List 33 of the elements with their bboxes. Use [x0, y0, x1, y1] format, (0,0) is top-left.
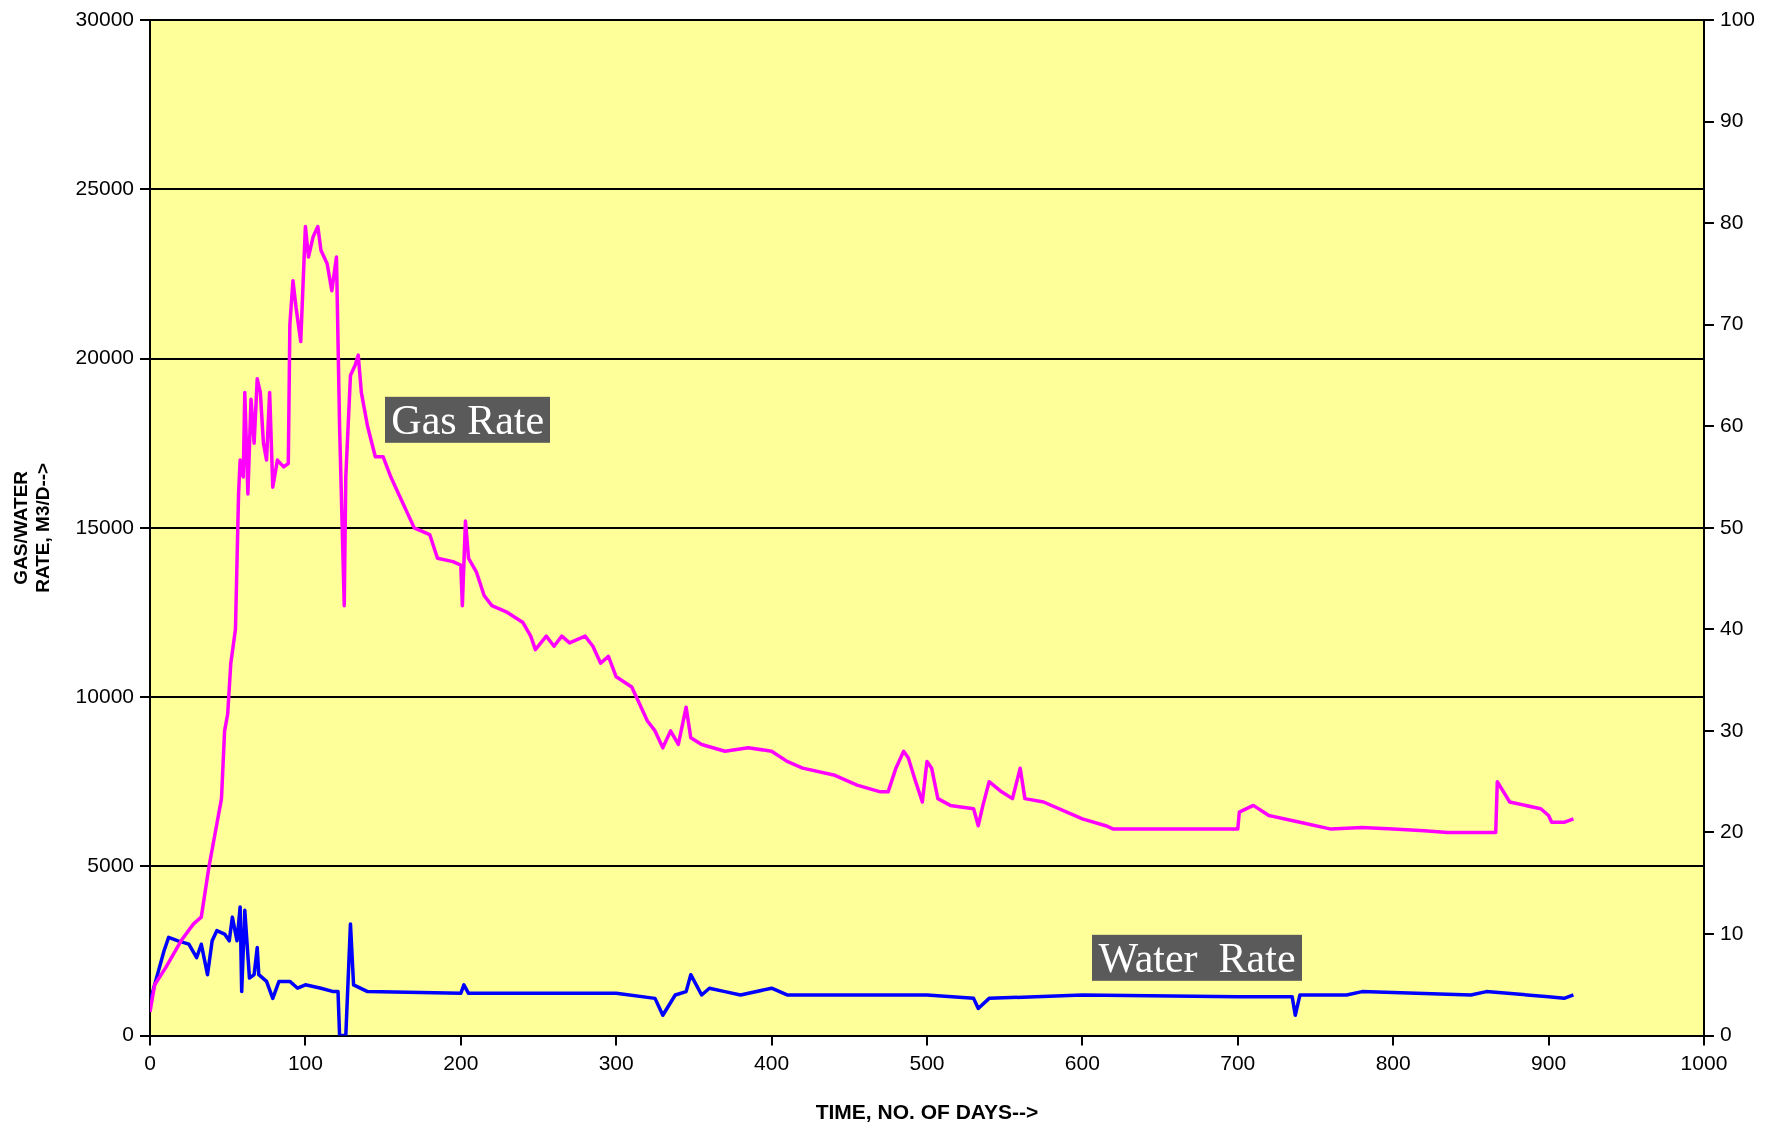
y-tick-label: 10000 — [75, 683, 134, 707]
y2-tick-label: 0 — [1719, 1022, 1732, 1046]
x-tick-label: 900 — [1531, 1051, 1567, 1074]
y-tick-label: 25000 — [75, 176, 134, 200]
x-tick-label: 700 — [1220, 1051, 1256, 1074]
y2-tick-label: 10 — [1719, 920, 1744, 944]
y2-tick-label: 100 — [1719, 6, 1756, 30]
x-tick-label: 0 — [144, 1051, 156, 1074]
x-tick-label: 1000 — [1680, 1051, 1728, 1074]
y2-tick-label: 60 — [1719, 413, 1744, 437]
x-tick-label: 500 — [909, 1051, 945, 1074]
y2-tick-label: 50 — [1719, 514, 1744, 538]
x-tick-label: 200 — [443, 1051, 479, 1074]
annotation: Gas Rate — [385, 396, 551, 443]
x-tick-label: 300 — [598, 1051, 634, 1074]
y-tick-label: 5000 — [87, 853, 134, 877]
y2-tick-label: 30 — [1719, 717, 1744, 741]
x-tick-label: 400 — [754, 1051, 790, 1074]
y2-tick-label: 20 — [1719, 819, 1744, 843]
y-tick-label: 0 — [122, 1022, 134, 1046]
x-tick-label: 600 — [1064, 1051, 1100, 1074]
y-tick-label: 20000 — [75, 345, 134, 369]
x-tick-label: 800 — [1375, 1051, 1411, 1074]
y-tick-label: 30000 — [75, 6, 134, 30]
y2-tick-label: 80 — [1719, 209, 1744, 233]
y2-tick-label: 40 — [1719, 616, 1744, 640]
annotation: Water Rate — [1092, 934, 1302, 981]
y-tick-label: 15000 — [75, 514, 134, 538]
x-tick-label: 100 — [287, 1051, 323, 1074]
y2-tick-label: 90 — [1719, 108, 1744, 132]
x-axis-title: TIME, NO. OF DAYS--> — [815, 1100, 1039, 1124]
y2-tick-label: 70 — [1719, 311, 1744, 335]
y-axis-title: GAS/WATER RATE, M3/D--> — [9, 462, 54, 593]
